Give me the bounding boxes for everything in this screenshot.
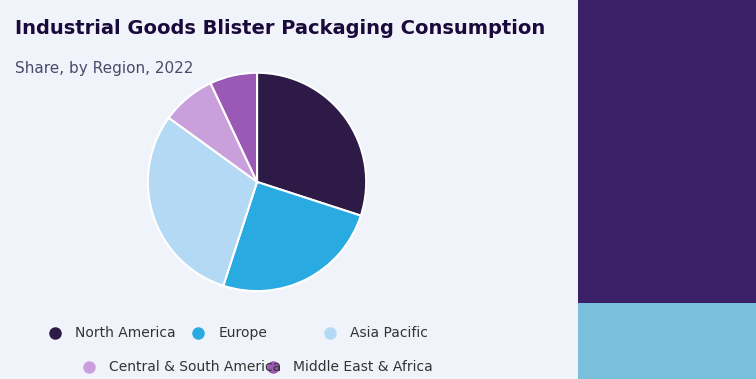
Text: Asia Pacific: Asia Pacific [351,326,429,340]
Text: $2.9B: $2.9B [627,146,708,171]
Text: North America: North America [75,326,175,340]
Text: Central & South America: Central & South America [109,360,281,374]
Text: Middle East & Africa: Middle East & Africa [293,360,432,374]
Text: www.grandviewresearch.com: www.grandviewresearch.com [593,350,726,359]
Text: Industrial Goods Blister Packaging Consumption: Industrial Goods Blister Packaging Consu… [15,19,545,38]
Wedge shape [257,73,366,216]
Text: Source:: Source: [593,323,637,332]
Text: G  V  R: G V R [635,45,699,61]
Text: Europe: Europe [218,326,267,340]
Text: Share, by Region, 2022: Share, by Region, 2022 [15,61,194,76]
Wedge shape [148,118,257,286]
Text: Size, 2022: Size, 2022 [631,220,704,233]
Text: GRAND VIEW RESEARCH: GRAND VIEW RESEARCH [615,107,719,116]
Wedge shape [169,83,257,182]
Wedge shape [223,182,361,291]
Polygon shape [654,34,680,80]
Text: Global Market: Global Market [618,199,716,211]
Wedge shape [211,73,257,182]
